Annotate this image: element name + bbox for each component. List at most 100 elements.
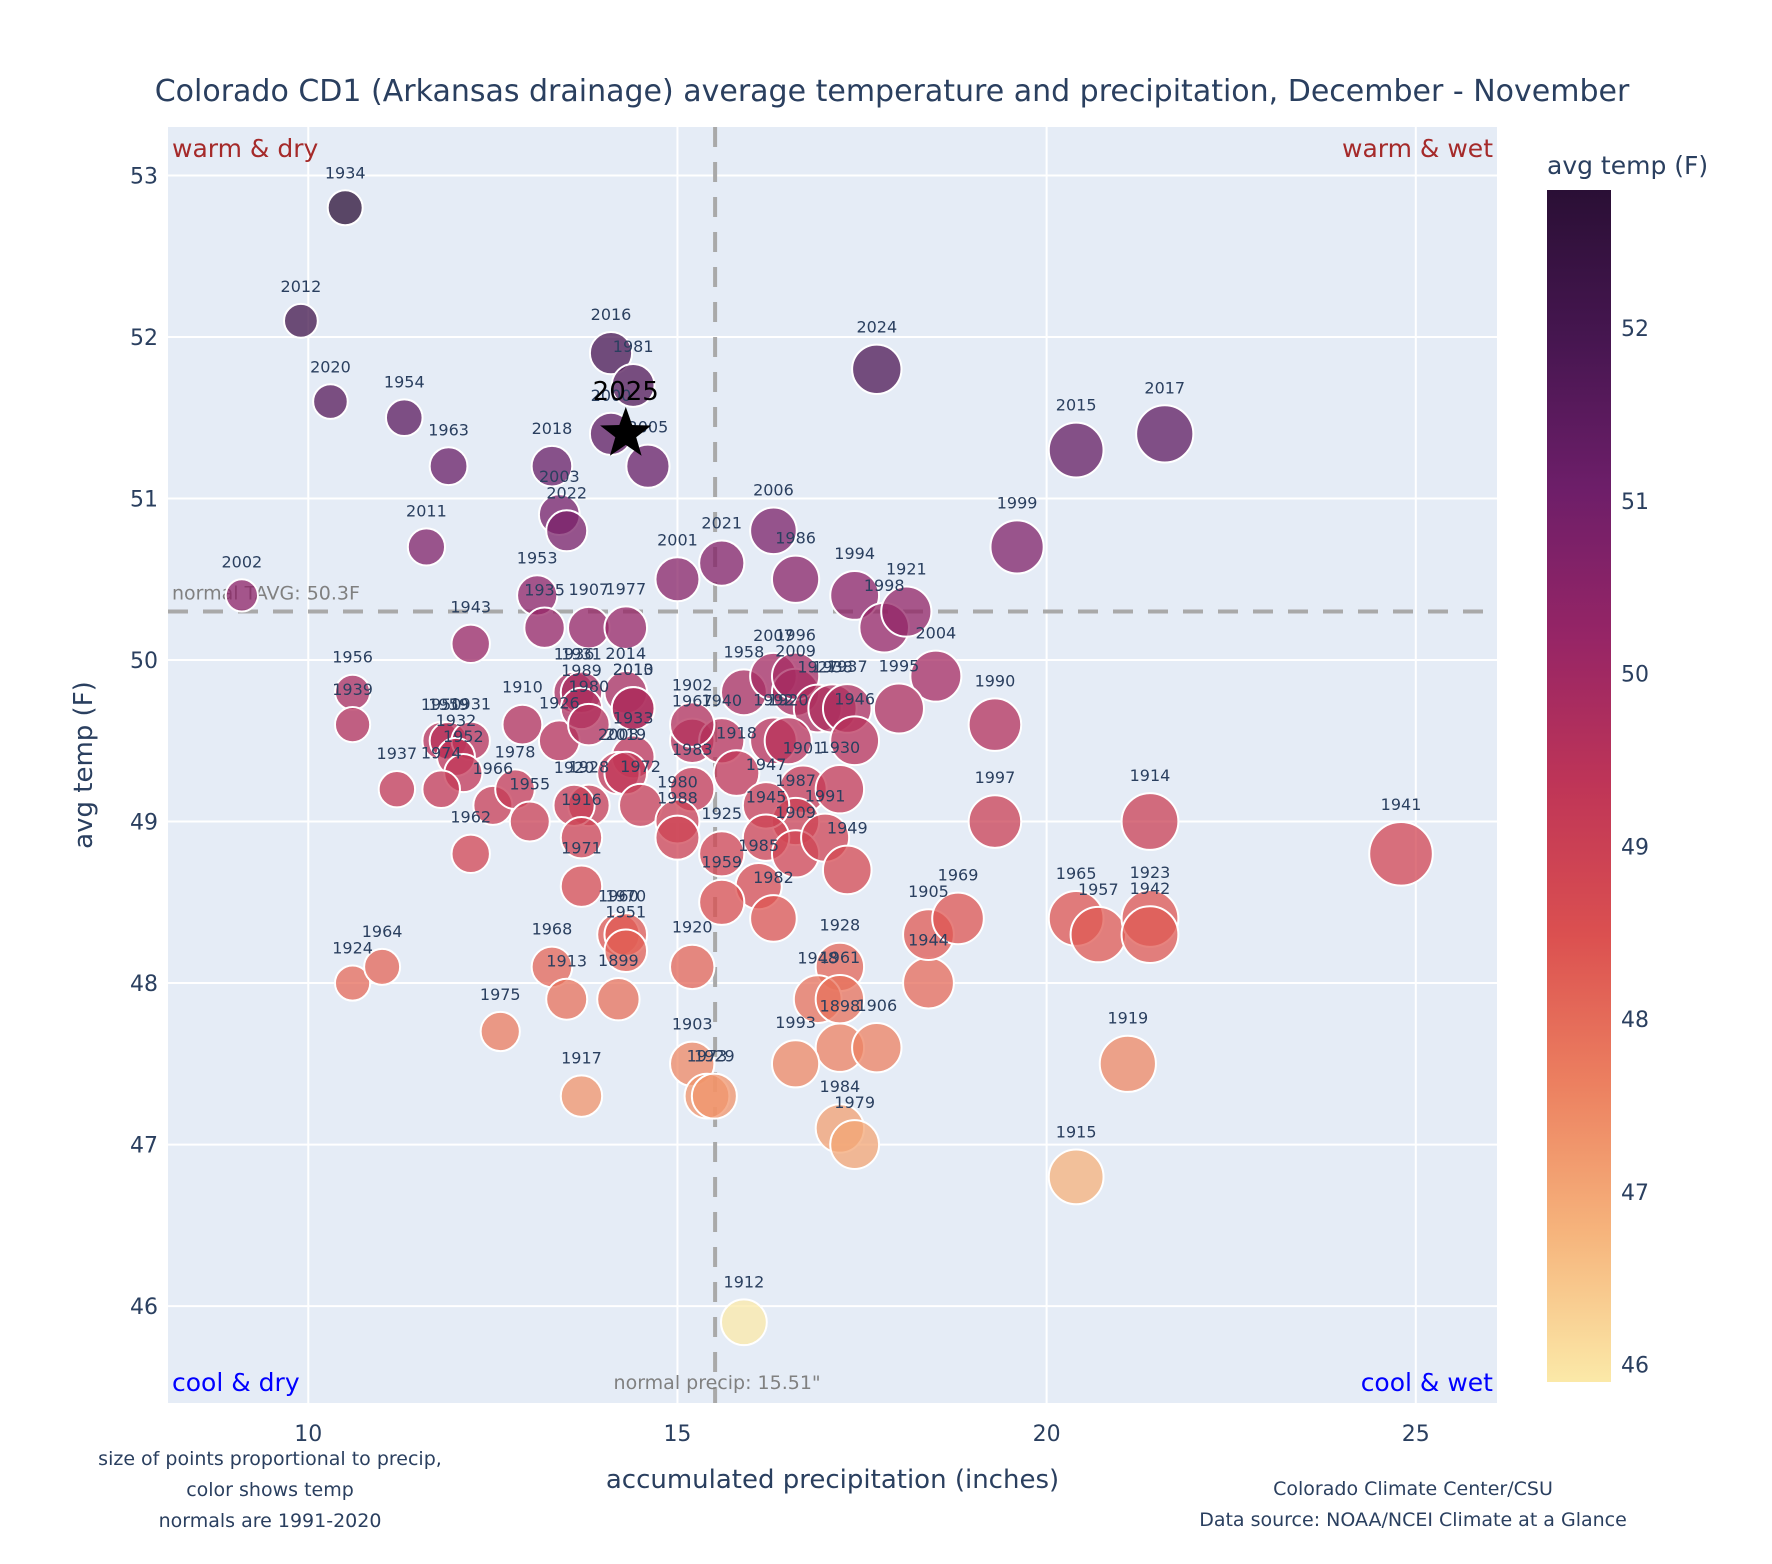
point-label: 1998 <box>864 576 905 595</box>
normal-precip-label: normal precip: 15.51" <box>614 1372 821 1394</box>
point-label: 1949 <box>827 819 868 838</box>
data-point <box>312 383 349 420</box>
data-point <box>559 1074 604 1118</box>
point-label: 1915 <box>1056 1122 1097 1141</box>
point-label: 1986 <box>775 529 816 548</box>
point-label: 1947 <box>746 755 787 774</box>
point-label: 1952 <box>443 727 484 746</box>
point-label: 1964 <box>362 922 403 941</box>
star-icon <box>600 406 652 456</box>
point-label: 1966 <box>473 759 514 778</box>
data-point <box>1069 905 1128 964</box>
chart-title: Colorado CD1 (Arkansas drainage) average… <box>155 74 1630 109</box>
data-point <box>851 343 903 395</box>
point-label: 2011 <box>406 501 447 520</box>
y-tick-label: 50 <box>130 649 158 674</box>
data-points <box>224 189 1434 1347</box>
point-label: 1920 <box>672 918 713 937</box>
point-label: 1991 <box>805 787 846 806</box>
point-label: 1969 <box>938 866 979 885</box>
point-label: 1955 <box>509 775 550 794</box>
point-label: 2000 <box>591 386 632 405</box>
point-label: 1902 <box>672 675 713 694</box>
data-point <box>909 649 963 703</box>
point-label: 2013 <box>613 660 654 679</box>
point-label: 1937 <box>377 744 418 763</box>
point-label: 1898 <box>820 996 861 1015</box>
data-point <box>712 749 761 797</box>
data-point <box>545 509 589 553</box>
y-tick-label: 52 <box>130 326 158 351</box>
data-point <box>698 830 746 878</box>
data-point <box>698 539 746 587</box>
footnote-left: size of points proportional to precip, c… <box>98 1448 442 1532</box>
data-point <box>283 302 319 339</box>
data-point <box>749 506 798 556</box>
point-label: 1959 <box>701 853 742 872</box>
y-tick-label: 51 <box>130 487 158 512</box>
point-labels: 1934 2012 2020 1954 1963 2011 2002 2016 1981 2000… <box>221 163 1421 1291</box>
data-point <box>603 928 649 974</box>
point-label: 1936 <box>554 645 595 664</box>
highlight-label: 2025 <box>593 377 659 407</box>
point-label: 1977 <box>605 579 646 598</box>
point-label: 1958 <box>724 642 765 661</box>
data-point <box>610 363 656 408</box>
data-point <box>1047 421 1105 479</box>
y-tick-label: 48 <box>130 972 158 997</box>
point-label: 1914 <box>1130 766 1171 785</box>
data-point <box>690 1072 738 1120</box>
colorbar-tick-label: 50 <box>1621 663 1649 688</box>
data-point <box>829 570 881 621</box>
colorbar-tick-label: 51 <box>1621 490 1649 515</box>
point-label: 1931 <box>561 645 602 664</box>
quadrant-cool-dry: cool & dry <box>172 1368 300 1397</box>
y-axis-title: avg temp (F) <box>69 681 99 849</box>
point-label: 1988 <box>657 789 698 808</box>
x-tick-label: 15 <box>663 1422 691 1447</box>
point-label: 1918 <box>716 723 757 742</box>
point-label: 1921 <box>886 559 927 578</box>
point-label: 1999 <box>997 493 1038 512</box>
point-label: 1942 <box>1130 879 1171 898</box>
point-label: 1956 <box>332 648 373 667</box>
colorbar-tick-label: 47 <box>1621 1181 1649 1206</box>
point-label: 1935 <box>524 581 565 600</box>
point-label: 1937 <box>827 657 868 676</box>
data-point <box>363 947 402 986</box>
point-label: 1939 <box>332 680 373 699</box>
data-point <box>421 769 461 810</box>
data-point <box>770 1039 821 1089</box>
point-label: 2002 <box>221 552 262 571</box>
data-point <box>479 1010 521 1053</box>
data-point <box>625 443 671 489</box>
data-point <box>1098 1034 1157 1093</box>
data-point <box>559 815 604 860</box>
data-point <box>530 444 574 488</box>
credit-line-1: Colorado Climate Center/CSU <box>1273 1478 1553 1500</box>
data-point <box>821 844 873 896</box>
point-label: 1972 <box>620 757 661 776</box>
data-point <box>384 398 424 438</box>
data-point <box>967 697 1023 752</box>
point-label: 1943 <box>450 598 491 617</box>
point-label: 1975 <box>480 985 521 1004</box>
point-label: 1985 <box>738 836 779 855</box>
point-label: 1912 <box>724 1272 765 1291</box>
point-label: 1928 <box>820 916 861 935</box>
colorbar-gradient <box>1547 190 1611 1382</box>
point-label: 1919 <box>1107 1009 1148 1028</box>
data-point <box>428 446 469 487</box>
point-label: 1994 <box>834 544 875 563</box>
data-point <box>1120 905 1180 964</box>
y-tick-label: 47 <box>130 1134 158 1159</box>
point-label: 2003 <box>539 467 580 486</box>
note-line-2: color shows temp <box>186 1479 354 1501</box>
data-point <box>902 956 955 1010</box>
point-label: 1945 <box>746 787 787 806</box>
x-tick-label: 25 <box>1402 1422 1430 1447</box>
point-label: 2024 <box>856 318 897 337</box>
point-label: 2008 <box>598 725 639 744</box>
colorbar-ticks: 46 47 48 49 50 51 52 <box>1621 317 1649 1379</box>
point-label: 2022 <box>546 483 587 502</box>
